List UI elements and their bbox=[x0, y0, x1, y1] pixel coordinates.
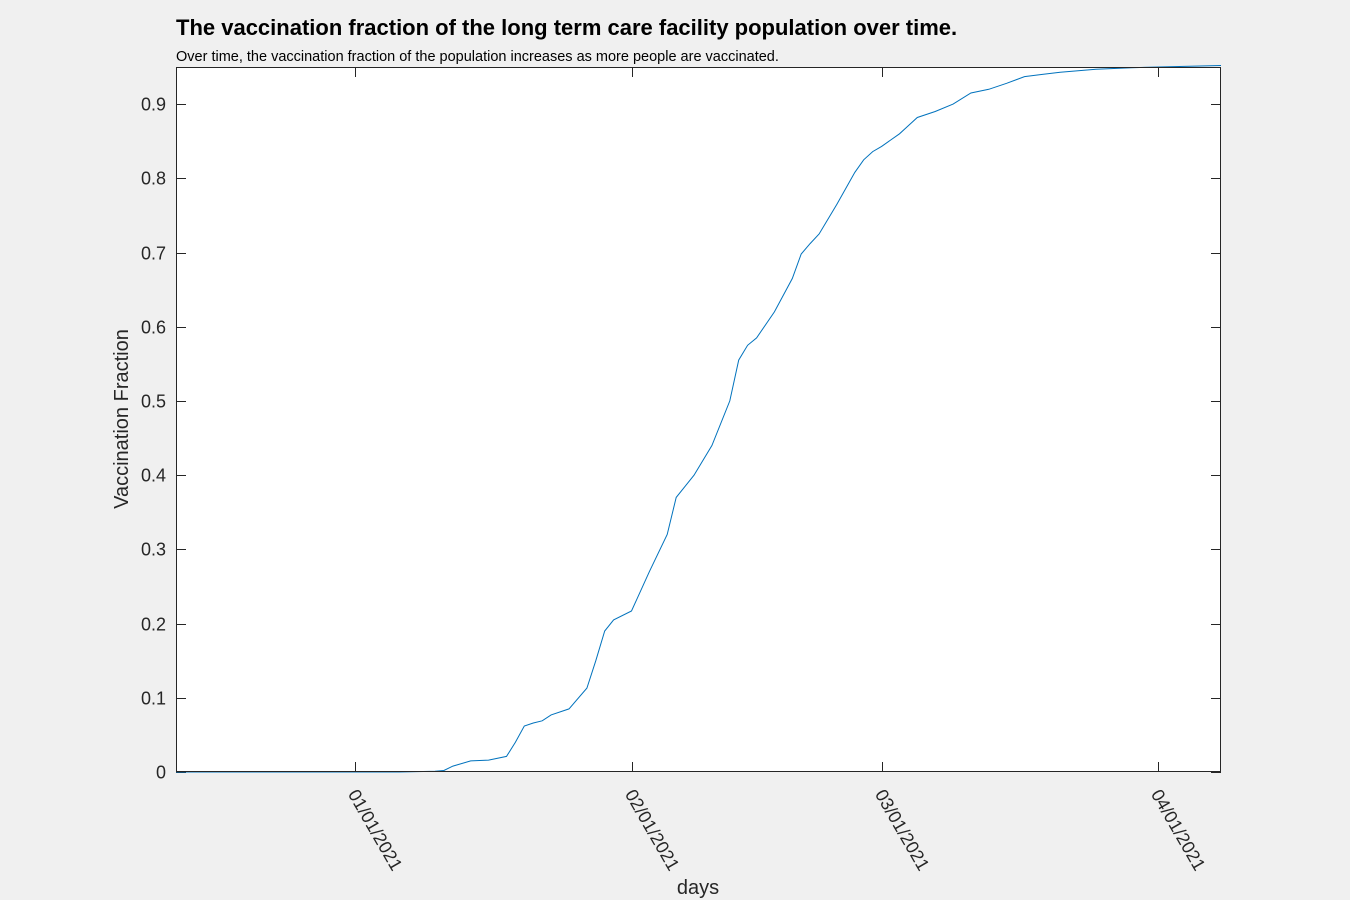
x-tick-label: 02/01/2021 bbox=[621, 786, 683, 874]
series-line bbox=[176, 65, 1222, 773]
plot-area bbox=[176, 67, 1221, 772]
y-tick-label: 0.7 bbox=[141, 244, 166, 264]
y-tick-label: 0.2 bbox=[141, 615, 166, 635]
x-tick-label: 04/01/2021 bbox=[1147, 786, 1209, 874]
plot-frame bbox=[176, 67, 1221, 772]
chart-subtitle: Over time, the vaccination fraction of t… bbox=[176, 49, 779, 65]
y-tick-label: 0.9 bbox=[141, 95, 166, 115]
y-tick-label: 0 bbox=[156, 763, 166, 783]
x-axis-label: days bbox=[677, 877, 719, 899]
y-axis-label: Vaccination Fraction bbox=[111, 329, 133, 509]
x-tick-label: 03/01/2021 bbox=[871, 786, 933, 874]
x-tick-labels: 01/01/2021 02/01/2021 03/01/2021 04/01/2021 bbox=[344, 786, 1209, 874]
axis-ticks bbox=[176, 67, 1221, 773]
y-tick-label: 0.8 bbox=[141, 169, 166, 189]
chart-title: The vaccination fraction of the long ter… bbox=[176, 15, 957, 40]
y-tick-label: 0.3 bbox=[141, 540, 166, 560]
y-tick-label: 0.6 bbox=[141, 318, 166, 338]
y-tick-labels: 0 0.1 0.2 0.3 0.4 0.5 0.6 0.7 0.8 0.9 bbox=[141, 95, 166, 783]
y-tick-label: 0.1 bbox=[141, 689, 166, 709]
x-tick-label: 01/01/2021 bbox=[344, 786, 406, 874]
y-tick-label: 0.5 bbox=[141, 392, 166, 412]
y-tick-label: 0.4 bbox=[141, 466, 166, 486]
